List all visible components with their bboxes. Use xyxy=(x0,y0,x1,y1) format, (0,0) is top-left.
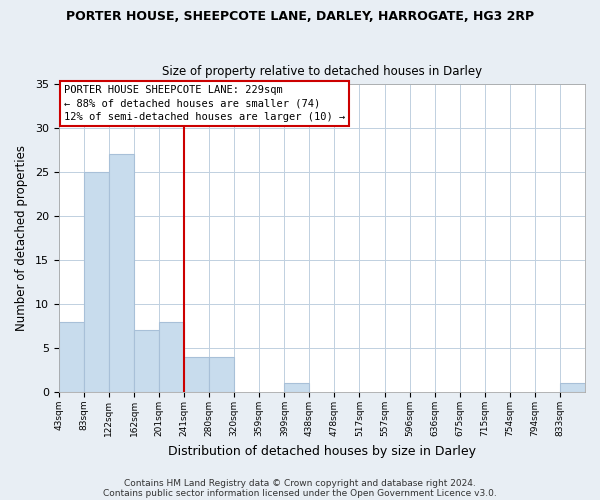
Bar xyxy=(84,172,109,392)
Bar xyxy=(109,154,134,392)
Bar xyxy=(159,322,184,392)
Bar xyxy=(284,384,310,392)
X-axis label: Distribution of detached houses by size in Darley: Distribution of detached houses by size … xyxy=(168,444,476,458)
Text: PORTER HOUSE SHEEPCOTE LANE: 229sqm
← 88% of detached houses are smaller (74)
12: PORTER HOUSE SHEEPCOTE LANE: 229sqm ← 88… xyxy=(64,86,346,122)
Bar xyxy=(59,322,84,392)
Text: Contains HM Land Registry data © Crown copyright and database right 2024.: Contains HM Land Registry data © Crown c… xyxy=(124,478,476,488)
Bar xyxy=(560,384,585,392)
Y-axis label: Number of detached properties: Number of detached properties xyxy=(15,145,28,331)
Text: PORTER HOUSE, SHEEPCOTE LANE, DARLEY, HARROGATE, HG3 2RP: PORTER HOUSE, SHEEPCOTE LANE, DARLEY, HA… xyxy=(66,10,534,23)
Text: Contains public sector information licensed under the Open Government Licence v3: Contains public sector information licen… xyxy=(103,488,497,498)
Bar xyxy=(184,357,209,392)
Bar xyxy=(209,357,234,392)
Title: Size of property relative to detached houses in Darley: Size of property relative to detached ho… xyxy=(162,66,482,78)
Bar xyxy=(134,330,159,392)
